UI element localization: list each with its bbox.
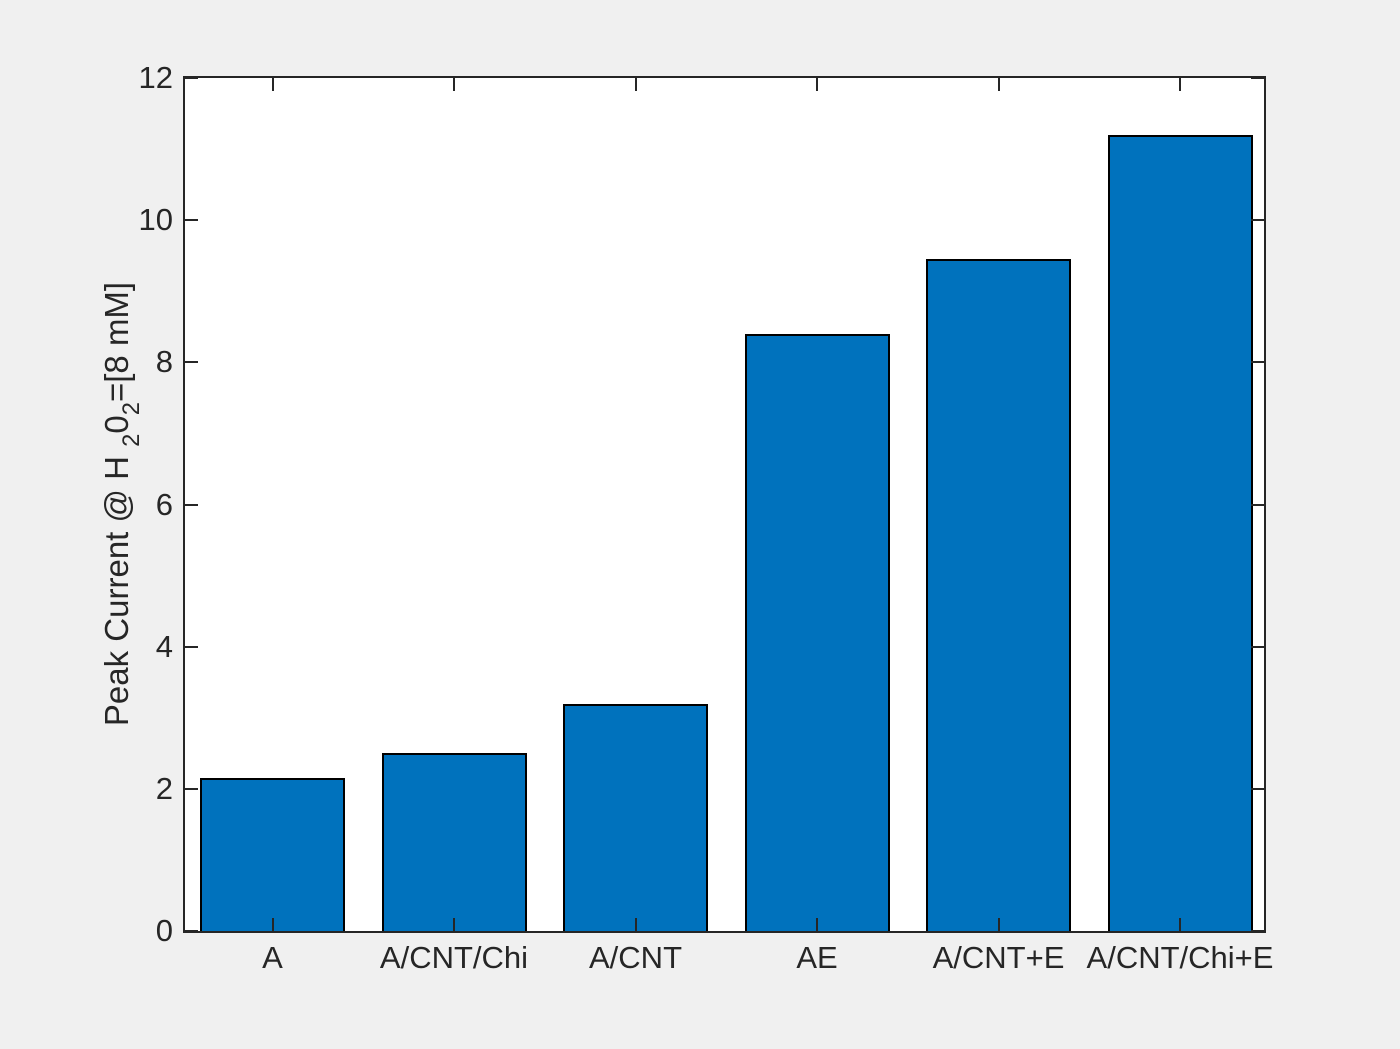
x-tick-top	[453, 78, 455, 91]
x-tick-label: A/CNT+E	[932, 940, 1065, 975]
x-tick-top	[271, 78, 274, 91]
y-tick-label: 8	[155, 344, 173, 380]
y-axis-title-subscript: 2	[117, 402, 145, 416]
y-axis-title-text: =[8 mM]	[98, 281, 136, 403]
y-tick-label: 0	[155, 913, 173, 948]
y-tick-left	[185, 787, 198, 790]
y-tick-label: 2	[155, 770, 173, 806]
x-tick-bottom	[997, 918, 1000, 931]
bar	[926, 259, 1071, 931]
y-tick-left	[185, 361, 198, 364]
bar	[1107, 135, 1253, 931]
y-tick-label: 12	[138, 60, 173, 95]
y-axis-title-subscript: 2	[117, 433, 145, 447]
bar	[744, 334, 890, 931]
x-tick-top	[816, 78, 818, 91]
x-tick-bottom	[634, 918, 637, 931]
x-tick-label: A/CNT/Chi+E	[1086, 940, 1274, 975]
y-tick-left	[185, 219, 198, 222]
x-tick-top	[997, 78, 1000, 91]
y-tick-label: 4	[155, 628, 173, 664]
x-tick-label: A	[262, 940, 283, 975]
y-tick-right	[1251, 503, 1264, 506]
y-tick-label: 6	[155, 486, 173, 522]
x-tick-bottom	[271, 918, 274, 931]
y-tick-left	[185, 645, 198, 648]
y-tick-right	[1251, 645, 1264, 648]
y-tick-left	[185, 77, 198, 79]
x-tick-bottom	[816, 918, 818, 931]
x-tick-label: AE	[796, 940, 838, 975]
x-tick-bottom	[453, 918, 455, 931]
y-tick-right	[1251, 930, 1264, 932]
plot-area	[183, 76, 1266, 933]
y-tick-right	[1251, 361, 1264, 364]
x-tick-label: A/CNT/Chi	[379, 940, 529, 975]
y-axis-title-text: 0	[98, 415, 136, 434]
y-tick-label: 10	[138, 202, 173, 238]
bar	[563, 704, 708, 931]
y-tick-left	[185, 503, 198, 506]
y-tick-right	[1251, 77, 1264, 79]
bar	[381, 753, 527, 931]
y-tick-left	[185, 930, 198, 932]
x-tick-top	[1179, 78, 1181, 91]
y-tick-right	[1251, 787, 1264, 790]
bar	[200, 778, 345, 931]
y-tick-right	[1251, 219, 1264, 222]
x-tick-top	[634, 78, 637, 91]
x-tick-label: A/CNT	[589, 940, 682, 975]
x-tick-bottom	[1179, 918, 1181, 931]
